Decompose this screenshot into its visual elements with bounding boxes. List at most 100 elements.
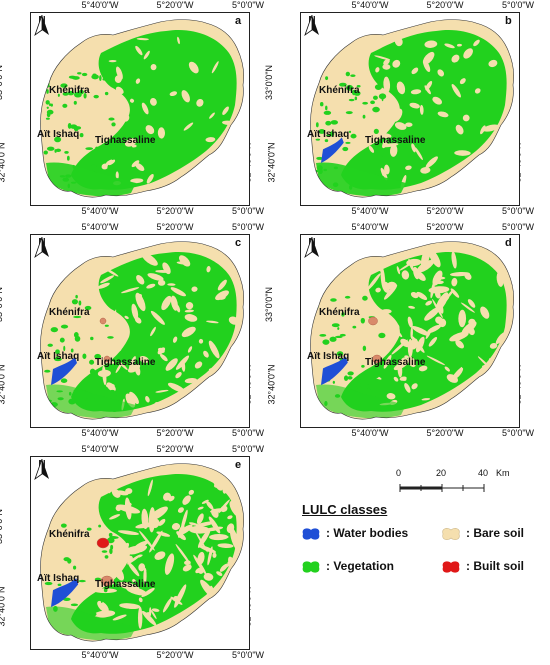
town-label-khenifra: Khénifra <box>49 307 90 318</box>
top-longitude-label: 5°40'0"W <box>81 444 119 454</box>
town-label-ait-ishaq: Aït Ishaq <box>307 351 350 362</box>
town-label-ait-ishaq: Aït Ishaq <box>37 129 80 140</box>
built-area <box>99 317 107 325</box>
scale-bar: 0 20 40 Km <box>396 466 536 496</box>
left-latitude-label: 32°40'0"N <box>0 364 7 405</box>
left-latitude-label: 33°0'0"N <box>264 64 275 101</box>
built-area <box>96 537 110 549</box>
top-longitude-label: 5°20'0"W <box>156 0 194 10</box>
top-longitude-label: 5°0'0"W <box>231 222 265 232</box>
top-longitude-label: 5°40'0"W <box>351 222 389 232</box>
bottom-longitude-label: 5°0'0"W <box>231 650 265 660</box>
bottom-longitude-label: 5°40'0"W <box>81 650 119 660</box>
panel-label: a <box>235 15 242 27</box>
built-swatch-icon <box>442 561 460 573</box>
left-latitude-label: 32°40'0"N <box>0 142 7 183</box>
bottom-longitude-label: 5°40'0"W <box>81 428 119 438</box>
town-label-tighassaline: Tighassaline <box>95 579 156 590</box>
town-label-ait-ishaq: Aït Ishaq <box>37 573 80 584</box>
top-longitude-label: 5°0'0"W <box>231 444 265 454</box>
legend-title: LULC classes <box>302 502 388 517</box>
top-longitude-label: 5°20'0"W <box>156 444 194 454</box>
legend-item-built: : Built soil <box>440 559 524 575</box>
bottom-longitude-label: 5°0'0"W <box>231 428 265 438</box>
top-longitude-label: 5°20'0"W <box>426 0 464 10</box>
scale-unit: Km <box>496 468 510 478</box>
town-label-tighassaline: Tighassaline <box>95 357 156 368</box>
left-latitude-label: 32°40'0"N <box>0 586 7 627</box>
lulc-map <box>40 241 245 420</box>
map-panel-c: 5°40'0"W 5°20'0"W 5°0'0"W 5°40'0"W 5°20'0"W 5… <box>0 222 265 438</box>
map-frame: Na Khénifra Aït Ishaq Tighassaline <box>30 12 250 206</box>
left-latitude-label: 33°0'0"N <box>264 286 275 323</box>
top-longitude-label: 5°40'0"W <box>351 0 389 10</box>
legend-item-bare: : Bare soil <box>440 526 524 542</box>
north-arrow-icon: N <box>34 459 50 481</box>
panel-label: c <box>235 237 242 249</box>
map-panel-d: 5°40'0"W 5°20'0"W 5°0'0"W 5°40'0"W 5°20'0"W 5… <box>264 222 535 438</box>
town-label-tighassaline: Tighassaline <box>95 135 156 146</box>
built-area <box>372 354 382 364</box>
north-arrow-icon: N <box>34 15 50 37</box>
left-latitude-label: 33°0'0"N <box>0 64 5 101</box>
map-frame: Nc Khénifra Aït Ishaq Tighassaline <box>30 234 250 428</box>
bottom-longitude-label: 5°20'0"W <box>156 206 194 216</box>
north-arrow-icon: N <box>304 15 320 37</box>
town-label-khenifra: Khénifra <box>319 307 360 318</box>
town-label-khenifra: Khénifra <box>319 85 360 96</box>
water-body <box>51 357 77 385</box>
map-frame: Nd Khénifra Aït Ishaq Tighassaline <box>300 234 520 428</box>
water-body <box>321 137 344 163</box>
bottom-longitude-label: 5°40'0"W <box>351 206 389 216</box>
map-frame: Nb Khénifra Aït Ishaq Tighassaline <box>300 12 520 206</box>
vegetation-area <box>341 29 507 190</box>
map-frame: Ne Khénifra Aït Ishaq Tighassaline <box>30 456 250 650</box>
scale-tick-20: 20 <box>436 468 447 478</box>
bottom-longitude-label: 5°20'0"W <box>156 428 194 438</box>
top-longitude-label: 5°0'0"W <box>501 0 535 10</box>
town-label-tighassaline: Tighassaline <box>365 357 426 368</box>
bottom-longitude-label: 5°40'0"W <box>351 428 389 438</box>
town-label-ait-ishaq: Aït Ishaq <box>37 351 80 362</box>
town-label-khenifra: Khénifra <box>49 85 90 96</box>
left-latitude-label: 32°40'0"N <box>266 364 277 405</box>
lulc-map <box>40 463 245 642</box>
map-panel-a: 5°40'0"W 5°20'0"W 5°0'0"W 5°40'0"W 5°20'0"W 5… <box>0 0 265 216</box>
top-longitude-label: 5°0'0"W <box>231 0 265 10</box>
left-latitude-label: 32°40'0"N <box>266 142 277 183</box>
scale-tick-40: 40 <box>478 468 489 478</box>
bottom-longitude-label: 5°0'0"W <box>501 428 535 438</box>
legend-item-water: : Water bodies <box>300 526 408 542</box>
bare-swatch-icon <box>442 528 460 540</box>
lulc-map <box>40 19 245 198</box>
town-label-tighassaline: Tighassaline <box>365 135 426 146</box>
panel-label: d <box>505 237 512 249</box>
top-longitude-label: 5°20'0"W <box>426 222 464 232</box>
top-longitude-label: 5°0'0"W <box>501 222 535 232</box>
bottom-longitude-label: 5°0'0"W <box>501 206 535 216</box>
scale-tick-0: 0 <box>396 468 402 478</box>
bottom-longitude-label: 5°0'0"W <box>231 206 265 216</box>
built-area <box>103 355 111 363</box>
left-latitude-label: 33°0'0"N <box>0 508 5 545</box>
north-arrow-icon: N <box>34 237 50 259</box>
panel-label: b <box>505 15 512 27</box>
panel-label: e <box>235 459 242 471</box>
town-label-khenifra: Khénifra <box>49 529 90 540</box>
map-panel-b: 5°40'0"W 5°20'0"W 5°0'0"W 5°40'0"W 5°20'0"W 5… <box>264 0 535 216</box>
left-latitude-label: 33°0'0"N <box>0 286 5 323</box>
top-longitude-label: 5°20'0"W <box>156 222 194 232</box>
built-area <box>100 575 114 587</box>
vegetation-area <box>71 473 237 634</box>
top-longitude-label: 5°40'0"W <box>81 222 119 232</box>
water-body <box>321 356 348 385</box>
water-swatch-icon <box>302 528 320 540</box>
bottom-longitude-label: 5°20'0"W <box>426 206 464 216</box>
bottom-longitude-label: 5°20'0"W <box>426 428 464 438</box>
built-area <box>368 316 378 326</box>
bottom-longitude-label: 5°40'0"W <box>81 206 119 216</box>
top-longitude-label: 5°40'0"W <box>81 0 119 10</box>
water-body <box>51 578 79 607</box>
north-arrow-icon: N <box>304 237 320 259</box>
lulc-map <box>310 19 515 198</box>
